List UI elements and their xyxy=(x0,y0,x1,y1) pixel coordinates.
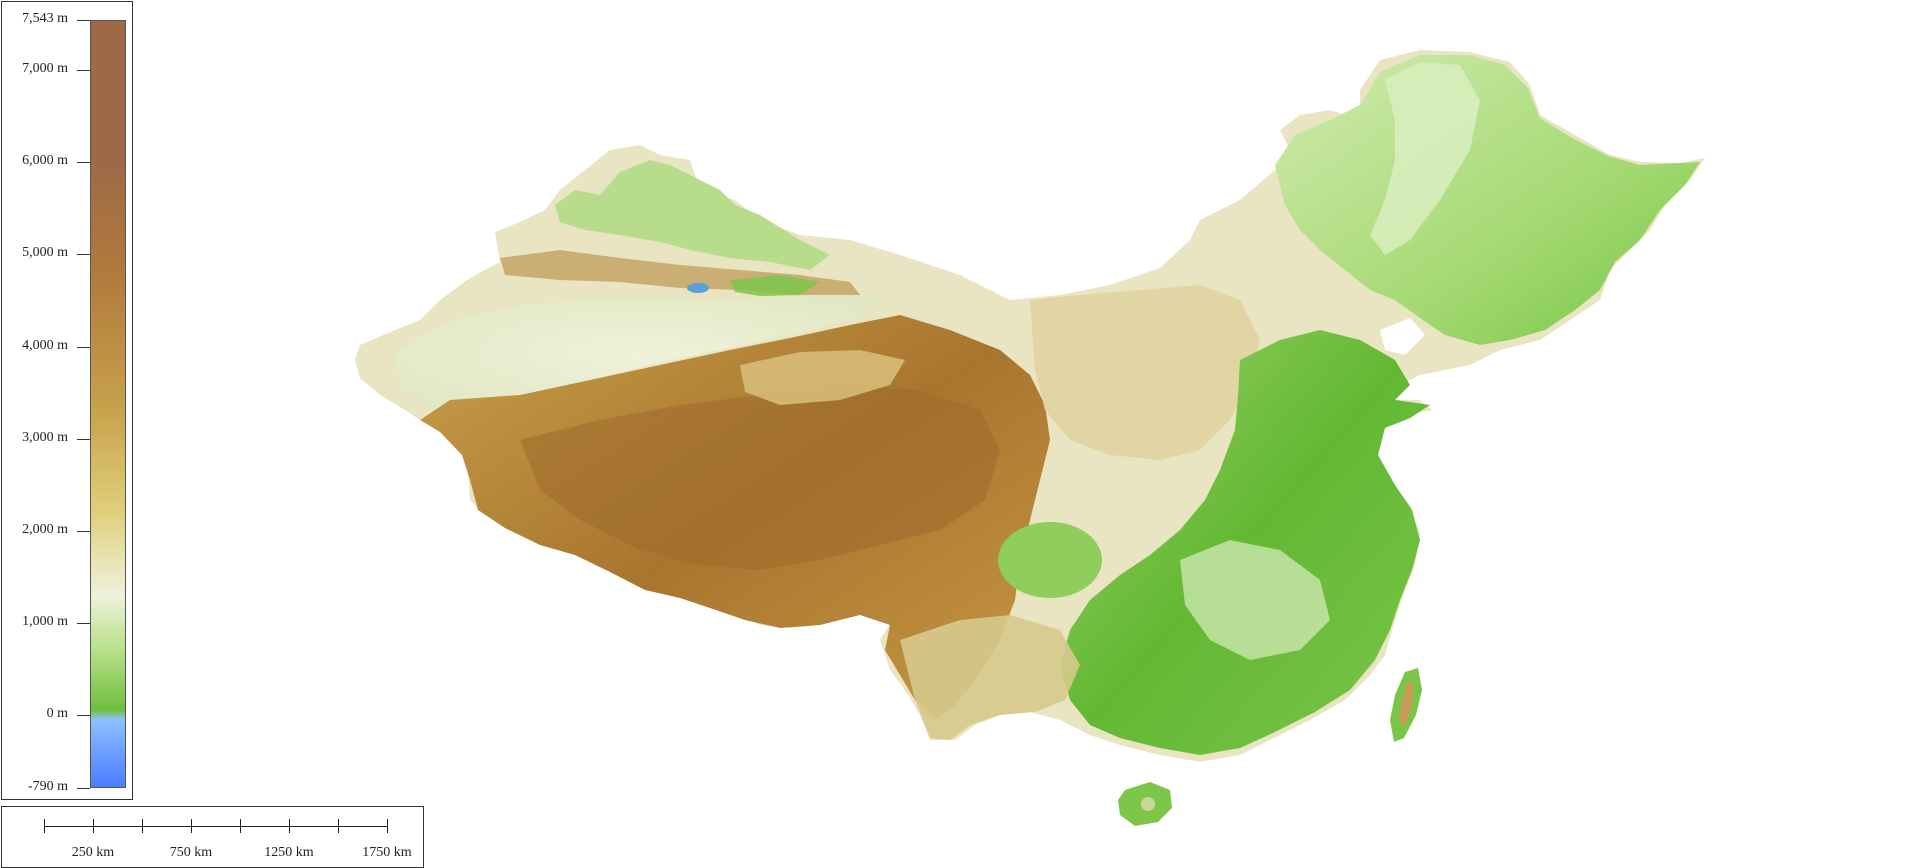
scale-tick xyxy=(338,819,339,833)
scale-line xyxy=(44,826,387,827)
scale-label-750: 750 km xyxy=(169,845,213,860)
scale-tick xyxy=(191,819,192,833)
east-china-lowlands xyxy=(1060,330,1430,755)
legend-tick-label: 7,000 m xyxy=(22,61,68,77)
legend-tick-label: 2,000 m xyxy=(22,521,68,537)
legend-tick-label: 0 m xyxy=(46,706,68,722)
legend-tick-label: 4,000 m xyxy=(22,337,68,353)
scale-tick xyxy=(289,819,290,833)
legend-tick-label: 6,000 m xyxy=(22,153,68,169)
plateau-core xyxy=(520,385,1000,570)
scale-label-1750: 1750 km xyxy=(362,845,412,860)
legend-tick-mark xyxy=(77,438,90,440)
scale-tick xyxy=(387,819,388,833)
sichuan-basin xyxy=(998,522,1102,598)
legend-tick-mark xyxy=(77,623,90,625)
legend-tick-mark xyxy=(77,162,90,164)
dzungaria xyxy=(555,160,830,270)
northeast-plain xyxy=(1275,55,1700,345)
yunnan-guizhou-plateau xyxy=(900,615,1080,740)
qaidam-basin xyxy=(740,350,905,405)
lake-bosten xyxy=(687,283,709,293)
bohai-bay xyxy=(1380,318,1425,355)
legend-tick-mark xyxy=(77,70,90,72)
turpan-basin xyxy=(730,275,820,296)
greater-khingan xyxy=(1370,62,1480,255)
elevation-legend: 7,543 m 7,000 m 6,000 m 5,000 m 4,000 m 3,000… xyxy=(1,1,133,800)
legend-tick-label: -790 m xyxy=(27,779,68,794)
elevation-colorbar xyxy=(90,20,126,788)
legend-tick-mark xyxy=(77,530,90,532)
tarim-basin xyxy=(395,295,880,410)
legend-tick-mark xyxy=(77,346,90,348)
legend-tick-label: 7,543 m xyxy=(22,11,68,26)
scale-tick xyxy=(142,819,143,833)
scale-tick xyxy=(44,819,45,833)
scale-label-250: 250 km xyxy=(71,845,115,860)
legend-tick-mark xyxy=(77,254,90,256)
taiwan-mountains xyxy=(1399,680,1414,728)
legend-tick-label: 1,000 m xyxy=(22,614,68,630)
hainan-highland xyxy=(1141,797,1155,811)
loess-plateau xyxy=(1030,285,1260,460)
scale-tick xyxy=(93,819,94,833)
legend-tick-mark xyxy=(77,715,90,717)
legend-tick-label: 3,000 m xyxy=(22,429,68,445)
southern-hills xyxy=(1180,540,1330,660)
legend-tick-mark xyxy=(77,788,90,789)
scale-tick xyxy=(240,819,241,833)
scale-bar: 250 km 750 km 1250 km 1750 km xyxy=(1,806,424,868)
legend-tick-mark xyxy=(77,20,90,21)
scale-label-1250: 1250 km xyxy=(264,845,314,860)
legend-tick-label: 5,000 m xyxy=(22,245,68,261)
